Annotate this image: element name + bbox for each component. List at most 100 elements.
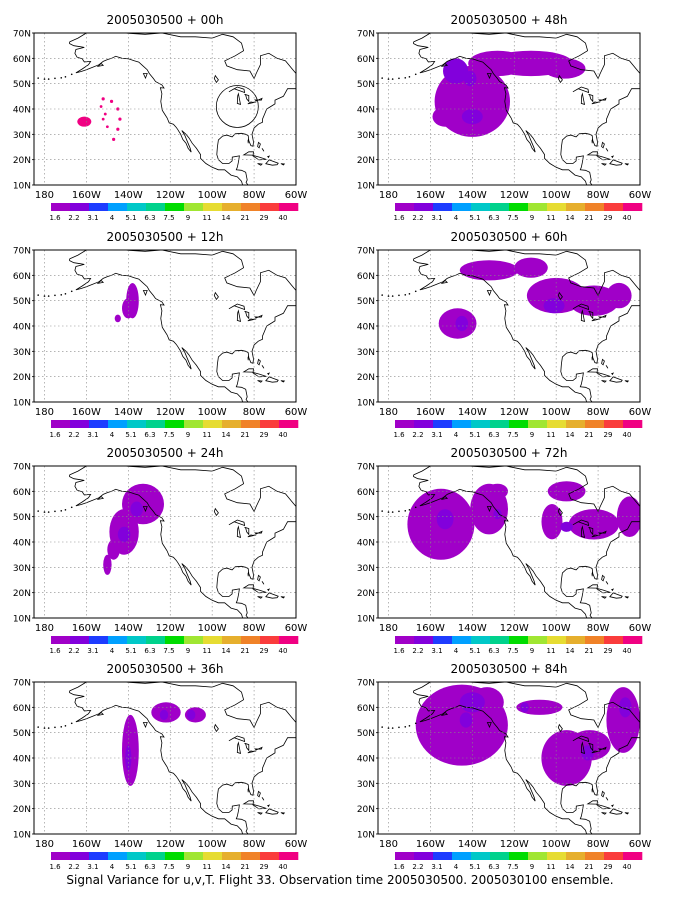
lat-tick-label: 30N — [357, 780, 375, 790]
colorbar-swatch — [509, 420, 529, 428]
colorbar-label: 9 — [530, 431, 534, 439]
colorbar-swatch — [414, 203, 434, 211]
colorbar-label: 11 — [203, 431, 212, 439]
variance-blob — [432, 106, 458, 127]
coastlines — [37, 682, 296, 834]
colorbar-label: 40 — [279, 863, 288, 871]
panel-title: 2005030500 + 12h — [107, 230, 224, 244]
colorbar-label: 6.3 — [144, 431, 155, 439]
colorbar-label: 29 — [260, 431, 269, 439]
variance-blob — [187, 709, 196, 720]
coastlines — [381, 33, 640, 185]
gridlines — [378, 33, 640, 185]
colorbar-label: 2.2 — [412, 214, 423, 222]
colorbar-swatch — [184, 420, 204, 428]
lat-tick-label: 10N — [13, 615, 31, 625]
colorbar-label: 11 — [547, 647, 556, 655]
lat-tick-label: 70N — [357, 247, 375, 257]
colorbar-swatch — [241, 636, 261, 644]
variance-blob — [114, 314, 121, 323]
lon-tick-label: 80W — [587, 623, 610, 634]
colorbar-swatch — [203, 852, 223, 860]
gridlines — [34, 682, 296, 834]
colorbar-label: 14 — [222, 214, 231, 222]
colorbar-swatch — [89, 636, 109, 644]
variance-field — [103, 483, 164, 575]
lon-tick-label: 140W — [114, 839, 143, 850]
lon-tick-label: 80W — [243, 623, 266, 634]
colorbar-label: 21 — [241, 214, 250, 222]
colorbar-swatch — [279, 852, 299, 860]
colorbar-swatch — [89, 420, 109, 428]
lon-tick-label: 60W — [629, 407, 652, 418]
colorbar-label: 5.1 — [469, 431, 480, 439]
colorbar-swatch — [165, 636, 185, 644]
colorbar-swatch — [452, 203, 472, 211]
map-panel: 2005030500 + 84h 70N 60N 50N 40N 30N 20N 10N 180… — [357, 662, 652, 871]
colorbar-label: 14 — [566, 863, 575, 871]
variance-field — [407, 481, 640, 560]
colorbar-swatch — [222, 420, 242, 428]
map-area — [34, 682, 296, 834]
lon-tick-label: 60W — [285, 623, 308, 634]
colorbar-label: 7.5 — [507, 214, 518, 222]
map-area — [378, 250, 640, 402]
colorbar-swatch — [585, 203, 605, 211]
lat-tick-label: 30N — [13, 780, 31, 790]
lon-tick-label: 60W — [285, 190, 308, 201]
lon-tick-label: 120W — [500, 190, 529, 201]
colorbar-label: 29 — [604, 214, 613, 222]
colorbar-swatch — [127, 420, 147, 428]
variance-dot — [99, 105, 103, 108]
colorbar-label: 2.2 — [412, 647, 423, 655]
lat-tick-label: 50N — [13, 297, 31, 307]
colorbar-label: 7.5 — [163, 214, 174, 222]
variance-dot — [116, 127, 120, 131]
lat-tick-label: 60N — [13, 272, 31, 282]
colorbar-label: 29 — [260, 214, 269, 222]
colorbar-label: 29 — [604, 431, 613, 439]
coastlines — [37, 250, 296, 402]
panel-title: 2005030500 + 72h — [451, 446, 568, 460]
map-area — [34, 466, 296, 618]
variance-dot — [118, 117, 122, 121]
colorbar-swatch — [490, 420, 510, 428]
colorbar-swatch — [566, 852, 586, 860]
colorbar-label: 3.1 — [87, 863, 98, 871]
colorbar-label: 5.1 — [125, 863, 136, 871]
colorbar-swatch — [395, 636, 415, 644]
colorbar-label: 40 — [279, 647, 288, 655]
colorbar-label: 6.3 — [488, 863, 499, 871]
variance-blob — [619, 697, 632, 718]
colorbar-swatch — [279, 636, 299, 644]
colorbar-swatch — [547, 852, 567, 860]
colorbar-swatch — [604, 636, 624, 644]
colorbar-label: 4 — [110, 647, 115, 655]
variance-blob — [459, 712, 473, 728]
colorbar-label: 2.2 — [412, 431, 423, 439]
colorbar-label: 11 — [203, 647, 212, 655]
colorbar-swatch — [51, 636, 71, 644]
colorbar-label: 40 — [623, 647, 632, 655]
colorbar-label: 29 — [604, 647, 613, 655]
figure-footer: Signal Variance for u,v,T. Flight 33. Ob… — [66, 873, 613, 887]
lat-tick-label: 10N — [13, 399, 31, 409]
variance-blob — [459, 260, 519, 281]
map-area — [34, 250, 296, 402]
colorbar-label: 7.5 — [163, 431, 174, 439]
lon-tick-label: 120W — [156, 623, 185, 634]
colorbar-label: 21 — [585, 863, 594, 871]
colorbar: 1.6 2.2 3.1 4 5.1 6.3 7.5 9 11 14 21 29 40 — [49, 420, 299, 439]
colorbar-label: 9 — [186, 647, 190, 655]
lat-tick-label: 40N — [357, 539, 375, 549]
lon-tick-label: 60W — [629, 839, 652, 850]
colorbar-label: 2.2 — [68, 431, 79, 439]
colorbar-swatch — [146, 203, 166, 211]
colorbar: 1.6 2.2 3.1 4 5.1 6.3 7.5 9 11 14 21 29 40 — [393, 203, 643, 222]
variance-blob — [487, 483, 508, 499]
colorbar-swatch — [414, 636, 434, 644]
lat-tick-label: 20N — [13, 589, 31, 599]
gridlines — [378, 466, 640, 618]
lon-tick-label: 180 — [379, 839, 398, 850]
